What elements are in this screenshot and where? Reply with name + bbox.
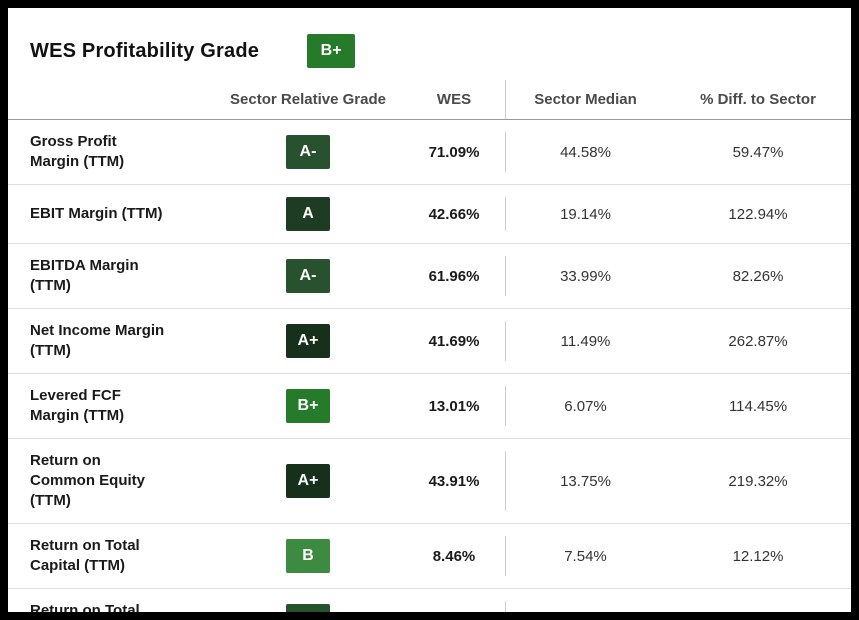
metric-label: EBIT Margin (TTM) (30, 205, 163, 222)
diff-to-sector-value: 219.32% (728, 472, 788, 490)
sector-median-value: 19.14% (505, 197, 665, 231)
wes-value: 42.66% (428, 205, 480, 223)
grade-badge: A- (286, 135, 330, 169)
metric-label: EBITDA Margin (TTM) (30, 257, 139, 294)
sector-median-value: 33.99% (505, 256, 665, 296)
wes-value: 61.96% (428, 267, 480, 285)
metric-label: Return on Common Equity (TTM) (30, 452, 145, 509)
metric-label: Return on Total Assets (TTM) (30, 602, 140, 619)
grade-badge: A- (286, 259, 330, 293)
table-row: Net Income Margin (TTM) A+ 41.69% 11.49%… (8, 309, 851, 374)
sector-median-value: 5.57% (505, 601, 665, 612)
metric-label: Gross Profit Margin (TTM) (30, 133, 125, 170)
overall-grade-badge: B+ (307, 34, 356, 68)
page-title: WES Profitability Grade (30, 39, 260, 62)
metric-label: Return on Total Capital (TTM) (30, 537, 140, 574)
grade-badge: B (286, 539, 330, 573)
grade-badge: B+ (286, 389, 330, 423)
profitability-grade-card: WES Profitability Grade B+ Sector Relati… (8, 8, 851, 612)
table-row: Return on Common Equity (TTM) A+ 43.91% … (8, 439, 851, 524)
diff-to-sector-value: 122.94% (728, 205, 788, 223)
wes-value: 13.01% (428, 397, 480, 415)
diff-to-sector-value: 12.12% (732, 547, 784, 565)
table-row: Gross Profit Margin (TTM) A- 71.09% 44.5… (8, 120, 851, 185)
metric-label: Levered FCF Margin (TTM) (30, 387, 125, 424)
diff-to-sector-value: 59.47% (732, 143, 784, 161)
wes-value: 43.91% (428, 472, 480, 490)
table-row: EBIT Margin (TTM) A 42.66% 19.14% 122.94… (8, 185, 851, 244)
table-row: Return on Total Capital (TTM) B 8.46% 7.… (8, 524, 851, 589)
table-header: Sector Relative Grade WES Sector Median … (8, 80, 851, 120)
wes-value: 41.69% (428, 332, 480, 350)
table-row: EBITDA Margin (TTM) A- 61.96% 33.99% 82.… (8, 244, 851, 309)
diff-to-sector-value: 114.45% (728, 397, 788, 415)
grade-cell: A- (213, 135, 403, 169)
grade-badge: A (286, 197, 330, 231)
wes-value: 11.08% (403, 613, 505, 620)
diff-to-sector-value: 98.93% (665, 613, 851, 620)
grade-cell: A+ (213, 464, 403, 498)
sector-median-value: 6.07% (505, 386, 665, 426)
grade-cell: A- (213, 604, 403, 612)
diff-to-sector-value: 82.26% (732, 267, 784, 285)
table-row: Levered FCF Margin (TTM) B+ 13.01% 6.07%… (8, 374, 851, 439)
sector-median-value: 7.54% (505, 536, 665, 576)
wes-value: 8.46% (432, 547, 476, 565)
sector-median-value: 11.49% (505, 321, 665, 361)
table-body: Gross Profit Margin (TTM) A- 71.09% 44.5… (8, 120, 851, 620)
title-row: WES Profitability Grade B+ (8, 8, 851, 80)
grade-cell: B+ (213, 389, 403, 423)
grade-cell: A (213, 197, 403, 231)
grade-badge: A- (286, 604, 330, 612)
sector-median-value: 13.75% (505, 451, 665, 511)
metric-label: Net Income Margin (TTM) (30, 322, 165, 359)
grade-badge: A+ (286, 464, 330, 498)
header-sector-median: Sector Median (505, 80, 665, 119)
grade-cell: A+ (213, 324, 403, 358)
table-row: Return on Total Assets (TTM) A- 11.08% 5… (8, 589, 851, 620)
sector-median-value: 44.58% (505, 132, 665, 172)
grade-badge: A+ (286, 324, 330, 358)
header-diff-to-sector: % Diff. to Sector (700, 91, 816, 108)
grade-cell: A- (213, 259, 403, 293)
diff-to-sector-value: 262.87% (728, 332, 788, 350)
wes-value: 71.09% (428, 143, 480, 161)
header-wes: WES (436, 91, 472, 108)
header-sector-relative-grade: Sector Relative Grade (230, 91, 386, 108)
grade-cell: B (213, 539, 403, 573)
